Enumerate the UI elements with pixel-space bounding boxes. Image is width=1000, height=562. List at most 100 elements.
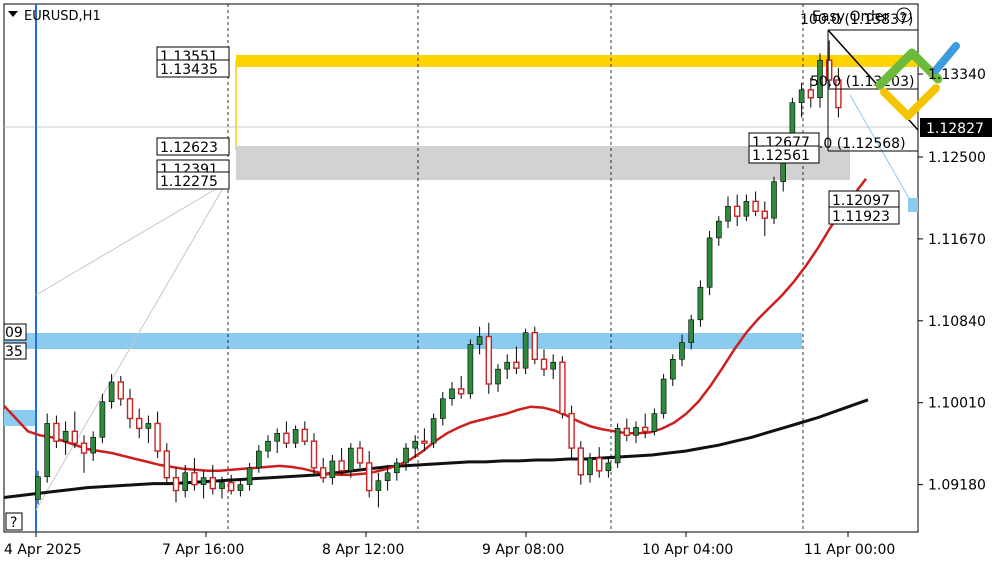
candle[interactable]: [577, 447, 584, 476]
candle[interactable]: [596, 457, 603, 472]
blue-zone-right[interactable]: [908, 198, 918, 212]
candle[interactable]: [375, 480, 382, 491]
candle[interactable]: [310, 440, 318, 469]
candle[interactable]: [807, 89, 814, 99]
moving-average-slow[interactable]: [3, 398, 869, 499]
candle[interactable]: [347, 447, 354, 472]
candle[interactable]: [200, 477, 207, 485]
candle[interactable]: [329, 460, 336, 479]
supply-zone[interactable]: [236, 55, 918, 67]
candle[interactable]: [642, 426, 649, 433]
candle[interactable]: [651, 413, 658, 432]
candle[interactable]: [35, 476, 41, 500]
candle[interactable]: [209, 477, 217, 490]
candle[interactable]: [384, 472, 391, 481]
candle[interactable]: [439, 398, 446, 419]
candle[interactable]: [154, 422, 161, 452]
candle[interactable]: [99, 401, 106, 438]
candle[interactable]: [403, 447, 409, 464]
candle[interactable]: [826, 59, 833, 81]
candle[interactable]: [623, 427, 630, 436]
candle[interactable]: [743, 201, 750, 217]
candle[interactable]: [191, 472, 198, 486]
candle[interactable]: [90, 436, 96, 454]
candle[interactable]: [476, 336, 483, 345]
candle[interactable]: [366, 462, 373, 492]
candle[interactable]: [679, 342, 685, 360]
candle[interactable]: [44, 423, 51, 478]
candle[interactable]: [540, 358, 548, 370]
candle[interactable]: [688, 319, 695, 343]
candle[interactable]: [587, 457, 593, 476]
trend-line-1[interactable]: [35, 182, 227, 296]
candle[interactable]: [458, 388, 465, 395]
candle[interactable]: [725, 206, 731, 222]
candle[interactable]: [430, 418, 437, 444]
candle[interactable]: [53, 422, 60, 442]
candle[interactable]: [237, 484, 244, 491]
candlestick-series: [35, 40, 842, 508]
candle[interactable]: [817, 59, 823, 99]
candle[interactable]: [246, 467, 253, 485]
candle[interactable]: [145, 423, 152, 429]
candle[interactable]: [274, 433, 281, 442]
candle[interactable]: [227, 481, 235, 492]
candle[interactable]: [559, 361, 566, 415]
candle[interactable]: [531, 331, 538, 360]
candle[interactable]: [283, 432, 290, 444]
candle[interactable]: [467, 344, 474, 395]
candle[interactable]: [835, 79, 842, 109]
candle[interactable]: [338, 460, 345, 472]
blue-zone[interactable]: [4, 333, 802, 349]
candle[interactable]: [669, 358, 676, 380]
candle[interactable]: [219, 482, 225, 489]
candle[interactable]: [117, 381, 125, 400]
candle[interactable]: [614, 428, 621, 464]
candle[interactable]: [660, 378, 667, 414]
candle[interactable]: [697, 286, 704, 321]
candle[interactable]: [71, 430, 79, 444]
candle[interactable]: [135, 417, 143, 430]
candle[interactable]: [504, 361, 511, 370]
dropdown-triangle-icon[interactable]: [8, 11, 18, 17]
candle[interactable]: [163, 450, 171, 479]
candle[interactable]: [393, 462, 400, 474]
candle[interactable]: [126, 398, 134, 420]
candle[interactable]: [301, 428, 308, 442]
candle[interactable]: [80, 442, 88, 454]
candle[interactable]: [449, 388, 455, 400]
candle[interactable]: [633, 427, 639, 436]
candle[interactable]: [356, 447, 364, 464]
help-circle-icon[interactable]: [896, 7, 912, 23]
candle[interactable]: [734, 205, 741, 217]
candle[interactable]: [485, 335, 492, 385]
candle[interactable]: [798, 89, 805, 103]
candle[interactable]: [412, 440, 419, 449]
easy-order-logo[interactable]: Easy Order ?: [812, 7, 960, 120]
gray-zone[interactable]: [236, 146, 850, 180]
candle[interactable]: [265, 440, 271, 452]
candle[interactable]: [182, 472, 188, 491]
candle[interactable]: [172, 477, 180, 492]
candle[interactable]: [568, 412, 575, 449]
candle[interactable]: [255, 450, 262, 469]
candle[interactable]: [108, 381, 115, 403]
candle[interactable]: [292, 429, 299, 444]
candle[interactable]: [761, 210, 768, 219]
candle[interactable]: [550, 361, 557, 370]
candle[interactable]: [320, 467, 327, 479]
trend-line-2[interactable]: [35, 182, 227, 511]
candle[interactable]: [495, 368, 501, 385]
candle[interactable]: [513, 361, 520, 369]
candle[interactable]: [421, 440, 428, 444]
candle[interactable]: [752, 200, 759, 212]
candle[interactable]: [715, 220, 722, 239]
candle[interactable]: [771, 181, 777, 219]
trend-line-3[interactable]: [849, 94, 911, 201]
candle[interactable]: [522, 332, 529, 369]
candle[interactable]: [605, 462, 612, 472]
candle[interactable]: [62, 431, 69, 442]
candle[interactable]: [706, 237, 713, 288]
help-marker-box[interactable]: [5, 512, 23, 531]
